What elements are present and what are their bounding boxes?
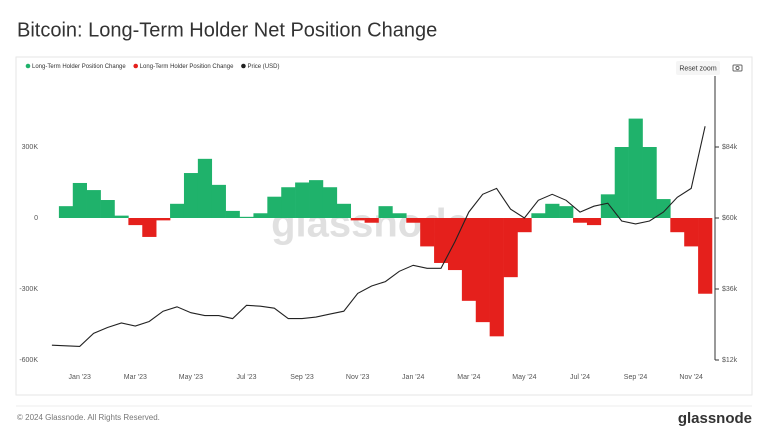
bar — [434, 218, 449, 263]
bar — [600, 194, 616, 218]
x-tick-label: May '24 — [512, 374, 536, 381]
legend-swatch — [25, 63, 31, 69]
bar — [475, 218, 490, 323]
y-tick-label: -600K — [19, 357, 38, 364]
legend-label: Long-Term Holder Position Change — [140, 64, 234, 70]
bar — [253, 213, 268, 218]
bar — [225, 210, 240, 218]
bar — [656, 199, 671, 218]
bar — [281, 187, 296, 218]
price-line — [51, 126, 706, 347]
bar — [350, 218, 365, 221]
y2-tick-label: $12k — [722, 357, 738, 364]
x-tick-label: Jul '23 — [236, 374, 256, 381]
bar — [614, 147, 629, 218]
bar — [364, 218, 379, 223]
bar — [517, 218, 532, 233]
y-tick-label: -300K — [19, 286, 38, 293]
legend-swatch — [133, 63, 139, 69]
bar — [447, 218, 463, 271]
bar — [170, 203, 185, 218]
bar — [573, 218, 588, 223]
bar — [698, 218, 713, 294]
bar — [642, 147, 657, 218]
x-tick-label: Mar '24 — [457, 374, 480, 381]
legend-label: Long-Term Holder Position Change — [32, 64, 126, 70]
x-tick-label: May '23 — [179, 374, 203, 381]
x-tick-label: Nov '24 — [679, 374, 703, 381]
bar — [586, 218, 602, 226]
bar — [295, 182, 310, 218]
bar — [211, 184, 226, 218]
legend-swatch — [241, 63, 246, 69]
bar — [336, 203, 352, 218]
copyright: © 2024 Glassnode. All Rights Reserved. — [17, 413, 160, 422]
bar — [461, 218, 477, 301]
bar — [142, 218, 157, 237]
bar — [100, 200, 115, 218]
legend-label: Price (USD) — [247, 64, 279, 70]
y2-tick-label: $36k — [722, 286, 738, 293]
bar — [392, 213, 407, 218]
bar — [58, 206, 74, 218]
y-tick-label: 300K — [22, 144, 39, 151]
bar — [420, 218, 435, 247]
y2-tick-label: $84k — [722, 144, 738, 151]
chart-panel — [15, 56, 753, 396]
bar — [72, 182, 87, 218]
brand-logo: glassnode — [678, 410, 752, 427]
reset-zoom-button[interactable]: Reset zoom — [676, 61, 720, 75]
bar — [684, 218, 699, 247]
bar — [86, 190, 101, 218]
camera-body[interactable] — [732, 64, 743, 72]
bar — [197, 158, 213, 218]
bar — [531, 213, 546, 218]
bar — [239, 216, 254, 218]
y2-tick-label: $60k — [722, 215, 738, 222]
x-tick-label: Mar '23 — [124, 374, 147, 381]
bar — [156, 218, 171, 221]
bar — [114, 215, 129, 218]
x-tick-label: Sep '23 — [290, 374, 314, 381]
bar — [309, 180, 324, 218]
bar — [559, 206, 574, 218]
bar — [503, 218, 518, 278]
bar — [628, 118, 643, 218]
bar — [267, 196, 282, 218]
bar — [128, 218, 143, 226]
x-tick-label: Jul '24 — [570, 374, 590, 381]
reset-zoom-bg[interactable] — [676, 61, 720, 75]
camera-icon[interactable] — [732, 64, 743, 72]
bar — [489, 218, 504, 337]
bar — [670, 218, 685, 233]
x-tick-label: Jan '24 — [402, 374, 424, 381]
x-tick-label: Sep '24 — [624, 374, 648, 381]
bar — [545, 203, 560, 218]
bar — [406, 218, 421, 223]
y-tick-label: 0 — [34, 215, 38, 222]
bar — [322, 187, 338, 218]
x-tick-label: Jan '23 — [69, 374, 91, 381]
chart-title: Bitcoin: Long-Term Holder Net Position C… — [17, 19, 437, 41]
bar — [378, 206, 393, 218]
bar — [183, 173, 199, 218]
x-tick-label: Nov '23 — [346, 374, 370, 381]
reset-zoom-label[interactable]: Reset zoom — [679, 65, 717, 72]
camera-lens[interactable] — [735, 65, 740, 71]
